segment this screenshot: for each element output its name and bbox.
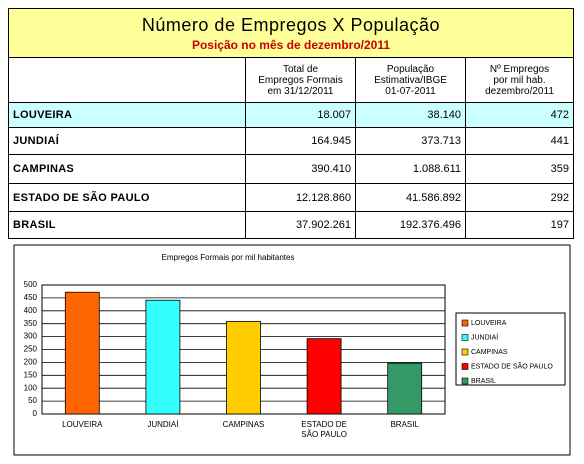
y-tick-label: 450	[24, 293, 38, 302]
y-tick-label: 250	[24, 345, 38, 354]
legend-box	[455, 312, 566, 386]
column-header: Total de Empregos Formais em 31/12/2011	[245, 57, 356, 103]
cell: 37.902.261	[245, 211, 356, 239]
bar	[64, 291, 100, 415]
y-tick-label: 500	[24, 280, 38, 289]
y-tick-label: 0	[33, 409, 38, 418]
legend-swatch	[461, 363, 469, 370]
y-tick-label: 350	[24, 319, 38, 328]
cell: 1.088.611	[355, 154, 466, 184]
cell: 164.945	[245, 127, 356, 155]
bar	[387, 362, 423, 415]
x-tick-label-box: ESTADO DE SÃO PAULO	[301, 420, 347, 439]
x-tick-label-box: JUNDIAÍ	[147, 420, 179, 429]
cell: 390.410	[245, 154, 356, 184]
header: Número de Empregos X População Posição n…	[8, 8, 574, 58]
cell: 18.007	[245, 102, 356, 128]
x-tick-label-box: CAMPINAS	[222, 420, 265, 429]
legend-label: JUNDIAÍ	[471, 332, 498, 341]
legend-swatch	[461, 348, 469, 356]
x-tick-label-box: LOUVEIRA	[62, 420, 103, 429]
data-table: Número de Empregos X População Posição n…	[8, 8, 574, 239]
cell: 292	[465, 183, 574, 212]
legend-swatch	[461, 319, 469, 327]
x-tick-label: BRASIL	[390, 420, 419, 429]
legend-swatch	[461, 377, 469, 385]
cell: ESTADO DE SÃO PAULO	[8, 183, 246, 212]
x-tick-label: ESTADO DE SÃO PAULO	[301, 420, 347, 439]
cell: 192.376.496	[355, 211, 466, 239]
legend-label: ESTADO DE SÃO PAULO	[471, 361, 553, 370]
column-header: Nº Empregos por mil hab. dezembro/2011	[465, 57, 574, 103]
y-tick-label: 50	[28, 396, 37, 405]
legend-label: BRASIL	[471, 378, 496, 385]
y-tick-label: 150	[24, 370, 38, 379]
cell: 441	[465, 127, 574, 155]
subtitle: Posição no mês de dezembro/2011	[191, 37, 391, 52]
legend-swatch	[461, 334, 469, 341]
bar	[226, 320, 261, 415]
cell: 41.586.892	[355, 183, 466, 212]
column-header: População Estimativa/IBGE 01-07-2011	[355, 57, 466, 103]
cell: BRASIL	[8, 211, 246, 239]
y-tick-label: 100	[24, 383, 38, 392]
bar	[306, 338, 342, 415]
cell: 38.140	[355, 102, 466, 128]
y-tick-label: 400	[24, 306, 38, 315]
legend-label: LOUVEIRA	[471, 320, 507, 327]
title: Número de Empregos X População	[141, 14, 441, 35]
y-tick-label: 300	[24, 332, 38, 341]
legend-label: CAMPINAS	[471, 349, 508, 356]
cell: LOUVEIRA	[8, 102, 246, 128]
x-tick-label: JUNDIAÍ	[147, 420, 179, 429]
bar	[145, 299, 181, 415]
cell: 472	[465, 102, 574, 128]
chart-title: Empregos Formais por mil habitantes	[162, 253, 295, 262]
x-tick-label: CAMPINAS	[222, 420, 265, 429]
x-tick-label-box: BRASIL	[390, 420, 419, 429]
cell: 197	[465, 211, 574, 239]
y-tick-label: 200	[24, 358, 38, 367]
cell: CAMPINAS	[8, 154, 246, 184]
cell: JUNDIAÍ	[8, 127, 246, 155]
x-tick-label: LOUVEIRA	[62, 420, 103, 429]
